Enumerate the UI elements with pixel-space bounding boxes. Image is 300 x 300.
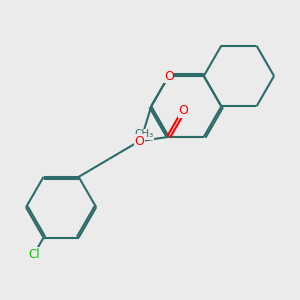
Text: CH₃: CH₃ <box>134 129 154 139</box>
Text: O: O <box>164 70 174 83</box>
Text: O: O <box>134 135 144 148</box>
Text: Cl: Cl <box>28 248 40 261</box>
Text: O: O <box>179 104 188 118</box>
